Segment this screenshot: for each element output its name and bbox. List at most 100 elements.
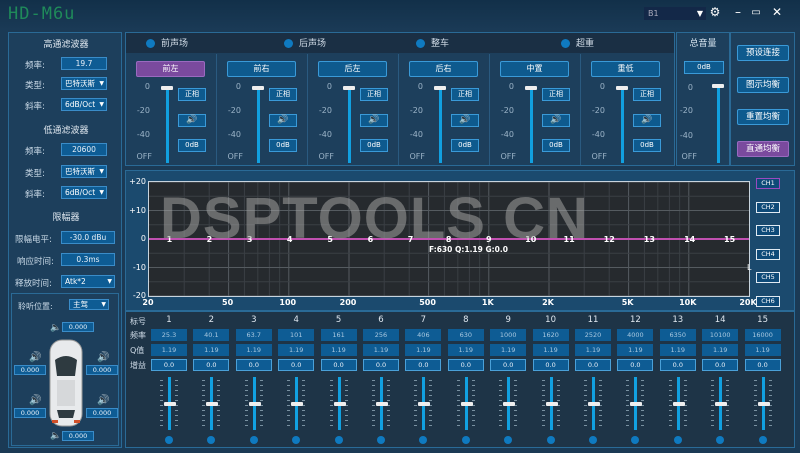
band-gain-input[interactable]: 0.0 (320, 359, 357, 371)
band-freq-input[interactable]: 10100 (702, 329, 739, 341)
band-q-input[interactable]: 1.19 (405, 344, 442, 356)
channel-volume-slider[interactable] (348, 87, 351, 163)
radio-dot-icon[interactable] (146, 39, 155, 48)
band-gain-thumb[interactable] (503, 402, 516, 406)
group-3[interactable]: 整车 (416, 36, 449, 49)
channel-volume-thumb[interactable] (434, 86, 446, 90)
hpf-type-select[interactable]: 巴特沃斯 ▼ (61, 77, 107, 90)
band-gain-input[interactable]: 0.0 (575, 359, 611, 371)
lpf-type-select[interactable]: 巴特沃斯 ▼ (61, 165, 107, 178)
band-gain-thumb[interactable] (757, 402, 770, 406)
band-freq-input[interactable]: 1620 (532, 329, 569, 341)
front-left-delay-value[interactable]: 0.000 (14, 365, 46, 375)
band-gain-input[interactable]: 0.0 (617, 359, 654, 371)
channel-name-button[interactable]: 前右 (227, 61, 296, 77)
band-select-knob[interactable] (461, 436, 470, 444)
radio-dot-icon[interactable] (416, 39, 425, 48)
band-gain-input[interactable]: 0.0 (447, 359, 484, 371)
channel-gain-value[interactable]: 0dB (451, 139, 479, 152)
band-freq-input[interactable]: 4000 (617, 329, 654, 341)
lpf-slope-select[interactable]: 6dB/Oct ▼ (61, 186, 107, 199)
band-select-knob[interactable] (589, 436, 597, 444)
channel-name-button[interactable]: 前左 (136, 61, 205, 77)
speaker-top-icon[interactable]: 🔈 (50, 323, 62, 333)
band-freq-input[interactable]: 1000 (490, 329, 527, 341)
band-q-input[interactable]: 1.19 (532, 344, 569, 356)
channel-name-button[interactable]: 中置 (500, 61, 569, 77)
radio-dot-icon[interactable] (561, 39, 570, 48)
band-gain-input[interactable]: 0.0 (151, 359, 187, 371)
phase-button[interactable]: 正相 (269, 88, 297, 101)
band-freq-input[interactable]: 406 (405, 329, 442, 341)
group-4[interactable]: 超重 (561, 36, 594, 49)
band-select-knob[interactable] (631, 436, 640, 444)
band-select-knob[interactable] (673, 436, 682, 444)
group-2[interactable]: 后声场 (284, 36, 326, 49)
band-select-knob[interactable] (292, 436, 301, 444)
phase-button[interactable]: 正相 (451, 88, 479, 101)
group-1[interactable]: 前声场 (146, 36, 188, 49)
band-gain-thumb[interactable] (418, 402, 431, 406)
band-gain-thumb[interactable] (248, 402, 261, 406)
band-q-input[interactable]: 1.19 (447, 344, 484, 356)
hpf-slope-select[interactable]: 6dB/Oct ▼ (61, 98, 107, 111)
mute-button[interactable]: 🔊 (633, 114, 661, 127)
band-q-input[interactable]: 1.19 (575, 344, 611, 356)
limiter-level-input[interactable]: -30.0 dBu (61, 231, 115, 244)
phase-button[interactable]: 正相 (633, 88, 661, 101)
close-icon[interactable]: ✕ (771, 5, 783, 19)
band-freq-input[interactable]: 40.1 (193, 329, 230, 341)
band-select-knob[interactable] (546, 436, 555, 444)
eq-mode-button[interactable]: 直通均衡 (737, 141, 789, 157)
band-q-input[interactable]: 1.19 (702, 344, 739, 356)
band-gain-input[interactable]: 0.0 (278, 359, 315, 371)
band-gain-input[interactable]: 0.0 (490, 359, 527, 371)
band-gain-thumb[interactable] (164, 402, 176, 406)
channel-volume-thumb[interactable] (252, 86, 264, 90)
channel-volume-slider[interactable] (439, 87, 442, 163)
band-freq-input[interactable]: 630 (447, 329, 484, 341)
front-right-delay-value[interactable]: 0.000 (86, 365, 118, 375)
lpf-freq-input[interactable]: 20600 (61, 143, 107, 156)
channel-volume-thumb[interactable] (525, 86, 537, 90)
phase-button[interactable]: 正相 (360, 88, 388, 101)
speaker-front-right-icon[interactable]: 🔊 (97, 352, 110, 363)
band-select-knob[interactable] (758, 436, 767, 444)
mute-button[interactable]: 🔊 (542, 114, 570, 127)
band-gain-thumb[interactable] (588, 402, 600, 406)
band-gain-thumb[interactable] (630, 402, 643, 406)
channel-select-ch3[interactable]: CH3 (756, 225, 780, 236)
band-q-input[interactable]: 1.19 (235, 344, 272, 356)
channel-volume-thumb[interactable] (161, 86, 173, 90)
channel-gain-value[interactable]: 0dB (269, 139, 297, 152)
band-q-input[interactable]: 1.19 (151, 344, 187, 356)
channel-gain-value[interactable]: 0dB (542, 139, 570, 152)
master-volume-slider[interactable] (717, 85, 720, 163)
channel-name-button[interactable]: 后右 (409, 61, 478, 77)
band-gain-input[interactable]: 0.0 (235, 359, 272, 371)
band-select-knob[interactable] (716, 436, 725, 444)
band-gain-thumb[interactable] (460, 402, 473, 406)
channel-select-ch5[interactable]: CH5 (756, 272, 780, 283)
band-q-input[interactable]: 1.19 (193, 344, 230, 356)
band-freq-input[interactable]: 63.7 (235, 329, 272, 341)
channel-name-button[interactable]: 后左 (318, 61, 387, 77)
band-freq-input[interactable]: 101 (278, 329, 315, 341)
band-select-knob[interactable] (334, 436, 343, 444)
phase-button[interactable]: 正相 (178, 88, 206, 101)
rear-left-delay-value[interactable]: 0.000 (14, 408, 46, 418)
listen-position-select[interactable]: 主驾 ▼ (69, 299, 109, 310)
radio-dot-icon[interactable] (284, 39, 293, 48)
band-gain-thumb[interactable] (376, 402, 388, 406)
band-select-knob[interactable] (249, 436, 258, 444)
band-gain-thumb[interactable] (715, 402, 728, 406)
channel-select-ch1[interactable]: CH1 (756, 178, 780, 189)
channel-select-ch2[interactable]: CH2 (756, 201, 780, 213)
band-freq-input[interactable]: 256 (363, 329, 399, 341)
channel-volume-slider[interactable] (530, 87, 533, 163)
channel-volume-thumb[interactable] (616, 86, 628, 90)
band-q-input[interactable]: 1.19 (744, 344, 781, 356)
band-select-knob[interactable] (207, 436, 216, 444)
rear-right-delay-value[interactable]: 0.000 (86, 408, 118, 418)
band-gain-input[interactable]: 0.0 (363, 359, 399, 371)
